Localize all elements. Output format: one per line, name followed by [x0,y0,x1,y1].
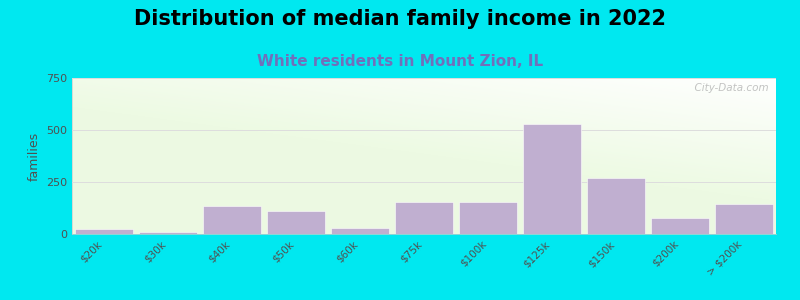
Bar [266,211,326,234]
Bar [330,228,390,234]
Bar [650,218,710,234]
Bar [394,202,454,234]
Bar [458,202,518,234]
Bar [74,230,134,234]
Text: Distribution of median family income in 2022: Distribution of median family income in … [134,9,666,29]
Bar [714,204,774,234]
Bar [586,178,646,234]
Y-axis label: families: families [27,131,41,181]
Bar [202,206,262,234]
Bar [138,232,198,234]
Bar [522,124,582,234]
Text: City-Data.com: City-Data.com [688,83,769,93]
Text: White residents in Mount Zion, IL: White residents in Mount Zion, IL [257,54,543,69]
